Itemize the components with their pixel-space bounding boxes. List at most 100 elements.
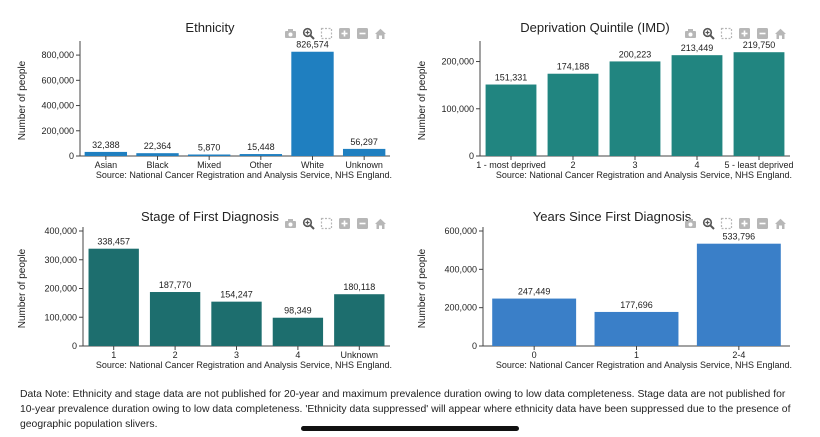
stage-bar[interactable] [334, 294, 385, 346]
stage-bar-value-label: 187,770 [159, 280, 192, 290]
deprivation-bar-value-label: 151,331 [495, 73, 528, 83]
stage-x-tick-label: Unknown [341, 350, 379, 360]
zoom-out-icon[interactable] [756, 27, 769, 40]
stage-bar[interactable] [272, 317, 324, 346]
stage-y-tick-label: 400,000 [44, 226, 77, 236]
zoom-out-icon[interactable] [356, 217, 369, 230]
ethnicity-y-tick-label: 200,000 [41, 126, 74, 136]
stage-y-tick-label: 200,000 [44, 284, 77, 294]
ethnicity-chart: Ethnicity 0 200,000 400,000 600,000 800,000 Nu… [10, 10, 410, 200]
deprivation-source-note: Source: National Cancer Registration and… [496, 170, 792, 180]
deprivation-bar[interactable] [547, 73, 599, 156]
ethnicity-bar-value-label: 56,297 [350, 137, 378, 147]
deprivation-chart: Deprivation Quintile (IMD) 0 100,000 200,00… [410, 10, 810, 200]
deprivation-chart-svg: Deprivation Quintile (IMD) 0 100,000 200,00… [417, 20, 794, 180]
deprivation-y-tick-label: 0 [469, 151, 474, 161]
ethnicity-y-tick-label: 400,000 [41, 101, 74, 111]
years-since-diagnosis-chart: Years Since First Diagnosis 0 200,000 400,0… [410, 200, 810, 390]
ethnicity-bar[interactable] [84, 151, 128, 156]
zoom-icon[interactable] [302, 217, 315, 230]
select-box-icon[interactable] [720, 217, 733, 230]
years-x-tick-label: 0 [532, 350, 537, 360]
years-bar-value-label: 247,449 [518, 287, 551, 297]
ethnicity-bar[interactable] [239, 154, 283, 156]
ethnicity-chart-title: Ethnicity [185, 20, 235, 35]
camera-icon[interactable] [684, 217, 697, 230]
stage-bar-value-label: 154,247 [220, 290, 253, 300]
deprivation-bar[interactable] [485, 84, 537, 156]
select-box-icon[interactable] [320, 27, 333, 40]
years-y-tick-label: 400,000 [444, 264, 477, 274]
camera-icon[interactable] [284, 27, 297, 40]
home-icon[interactable] [374, 27, 387, 40]
select-box-icon[interactable] [720, 27, 733, 40]
ethnicity-source-note: Source: National Cancer Registration and… [96, 170, 392, 180]
years-y-tick-label: 200,000 [444, 303, 477, 313]
zoom-icon[interactable] [302, 27, 315, 40]
years-source-note: Source: National Cancer Registration and… [496, 360, 792, 370]
zoom-icon[interactable] [702, 27, 715, 40]
years-x-tick-label: 1 [634, 350, 639, 360]
stage-chart-svg: Stage of First Diagnosis 0 100,000 200,000 3… [17, 209, 392, 370]
ethnicity-bar[interactable] [187, 154, 231, 157]
ethnicity-bar-value-label: 15,448 [247, 142, 275, 152]
home-icon[interactable] [774, 27, 787, 40]
deprivation-x-tick-label: 2 [570, 160, 575, 170]
stage-bar[interactable] [88, 248, 139, 346]
deprivation-bar[interactable] [609, 61, 661, 156]
camera-icon[interactable] [684, 27, 697, 40]
data-note: Data Note: Ethnicity and stage data are … [20, 389, 791, 430]
ethnicity-y-tick-label: 800,000 [41, 50, 74, 60]
ethnicity-x-tick-label: Mixed [197, 160, 221, 170]
ethnicity-bar[interactable] [342, 148, 386, 156]
years-chart-svg: Years Since First Diagnosis 0 200,000 400,0… [417, 209, 792, 370]
stage-y-axis-title: Number of people [17, 248, 28, 328]
years-y-tick-label: 0 [472, 341, 477, 351]
years-y-tick-label: 600,000 [444, 226, 477, 236]
ethnicity-bar[interactable] [291, 51, 334, 156]
deprivation-bar-value-label: 219,750 [743, 40, 776, 50]
deprivation-y-tick-label: 100,000 [441, 104, 474, 114]
ethnicity-bar[interactable] [136, 153, 179, 156]
zoom-in-icon[interactable] [338, 217, 351, 230]
zoom-in-icon[interactable] [338, 27, 351, 40]
zoom-in-icon[interactable] [738, 27, 751, 40]
stage-y-tick-label: 300,000 [44, 255, 77, 265]
ethnicity-bar-value-label: 22,364 [144, 141, 172, 151]
stage-bar[interactable] [149, 292, 201, 346]
ethnicity-x-tick-label: Unknown [345, 160, 383, 170]
stage-x-tick-label: 1 [111, 350, 116, 360]
camera-icon[interactable] [284, 217, 297, 230]
stage-chart: Stage of First Diagnosis 0 100,000 200,000 3… [10, 200, 410, 390]
stage-bar[interactable] [211, 301, 262, 346]
home-indicator [301, 426, 519, 431]
deprivation-chart-title: Deprivation Quintile (IMD) [520, 20, 670, 35]
zoom-out-icon[interactable] [756, 217, 769, 230]
deprivation-bar[interactable] [733, 52, 785, 157]
ethnicity-bar-value-label: 5,870 [198, 143, 221, 153]
years-bar-value-label: 177,696 [620, 300, 653, 310]
select-box-icon[interactable] [320, 217, 333, 230]
deprivation-bar-value-label: 200,223 [619, 49, 652, 59]
years-bar[interactable] [492, 298, 577, 346]
ethnicity-chart-svg: Ethnicity 0 200,000 400,000 600,000 800,000 Nu… [17, 20, 392, 180]
ethnicity-x-tick-label: White [301, 160, 324, 170]
zoom-in-icon[interactable] [738, 217, 751, 230]
years-y-axis-title: Number of people [417, 248, 428, 328]
ethnicity-y-tick-label: 0 [69, 151, 74, 161]
deprivation-modebar [684, 27, 787, 40]
home-icon[interactable] [774, 217, 787, 230]
ethnicity-bar-value-label: 826,574 [296, 40, 329, 50]
years-bar-value-label: 533,796 [723, 232, 756, 242]
zoom-out-icon[interactable] [356, 27, 369, 40]
deprivation-bar[interactable] [671, 55, 723, 156]
zoom-icon[interactable] [702, 217, 715, 230]
years-bar[interactable] [594, 311, 679, 346]
stage-bar-value-label: 338,457 [97, 237, 130, 247]
years-chart-title: Years Since First Diagnosis [533, 209, 692, 224]
ethnicity-y-axis-title: Number of people [17, 60, 28, 140]
ethnicity-modebar [284, 27, 387, 40]
home-icon[interactable] [374, 217, 387, 230]
years-bar[interactable] [696, 243, 781, 346]
stage-x-tick-label: 4 [295, 350, 300, 360]
